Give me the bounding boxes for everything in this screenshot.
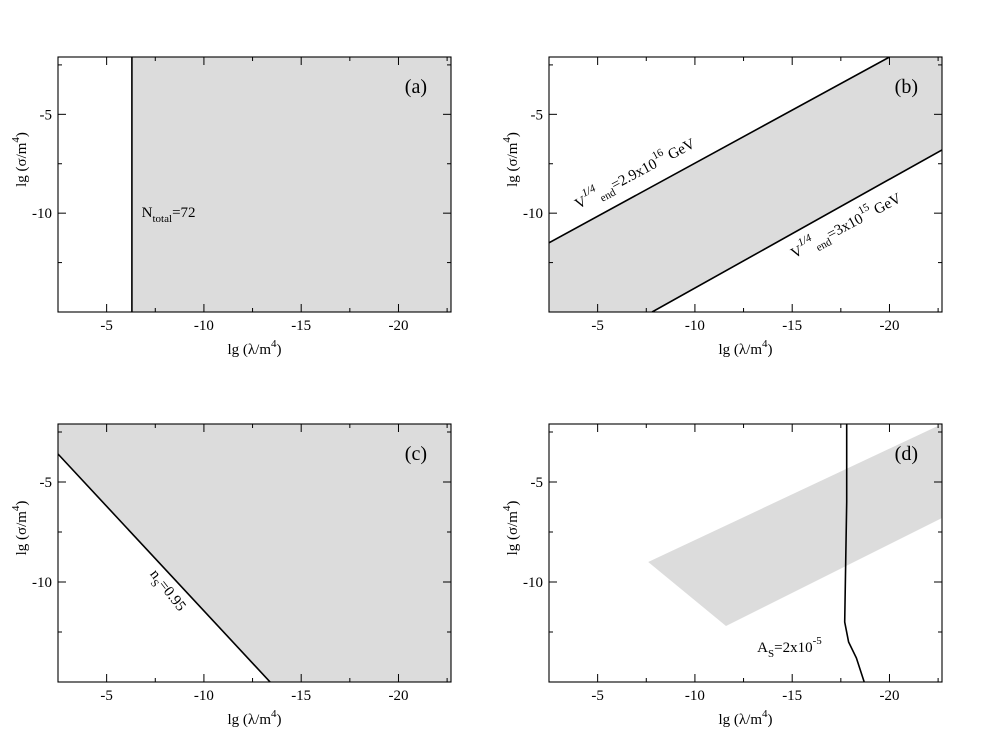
curve-annotation: Ntotal=72 <box>142 205 196 225</box>
shaded-region <box>549 57 942 312</box>
y-tick-label: -10 <box>523 575 543 591</box>
plot-frame <box>548 56 943 313</box>
plot-frame <box>57 56 452 313</box>
y-tick-label: -5 <box>531 475 544 491</box>
y-tick-label: -5 <box>531 107 544 123</box>
x-tick-label: -5 <box>591 688 604 704</box>
x-axis-label: lg (λ/m4) <box>718 338 772 358</box>
panel-label: (b) <box>895 76 918 98</box>
panel-label: (d) <box>895 443 918 465</box>
x-tick-label: -10 <box>685 688 705 704</box>
x-tick-label: -10 <box>194 688 214 704</box>
shaded-region <box>648 424 942 626</box>
y-axis-label: lg (σ/m4) <box>501 501 521 556</box>
x-tick-label: -15 <box>782 318 802 334</box>
panel-label: (a) <box>405 76 427 98</box>
constraint-curve <box>58 453 271 682</box>
x-tick-label: -5 <box>591 318 604 334</box>
plot-frame <box>548 423 943 683</box>
x-tick-label: -20 <box>879 318 899 334</box>
x-axis-label: lg (λ/m4) <box>227 708 281 728</box>
x-tick-label: -15 <box>291 688 311 704</box>
shaded-region <box>58 424 451 682</box>
y-tick-label: -10 <box>32 575 52 591</box>
x-tick-label: -10 <box>194 318 214 334</box>
y-tick-label: -10 <box>32 206 52 222</box>
x-tick-label: -15 <box>291 318 311 334</box>
shaded-region <box>131 57 451 312</box>
x-axis-label: lg (λ/m4) <box>718 708 772 728</box>
panel-4: -5 -10 -15 -20 -5 -10 lg (λ/m4) lg (σ/m4) (d) AS=… <box>501 423 943 728</box>
y-tick-label: -10 <box>523 206 543 222</box>
panel-1: -5 -10 -15 -20 -5 -10 lg (λ/m4) lg (σ/m4) (a) Nto… <box>10 56 452 358</box>
x-tick-label: -5 <box>100 688 113 704</box>
x-tick-label: -20 <box>388 318 408 334</box>
x-tick-label: -20 <box>879 688 899 704</box>
x-tick-label: -15 <box>782 688 802 704</box>
y-tick-label: -5 <box>40 475 53 491</box>
y-axis-label: lg (σ/m4) <box>501 132 521 187</box>
constraint-curve <box>843 424 865 682</box>
x-tick-label: -5 <box>100 318 113 334</box>
plot-frame <box>57 423 452 683</box>
y-axis-label: lg (σ/m4) <box>10 132 30 187</box>
x-tick-label: -20 <box>388 688 408 704</box>
y-tick-label: -5 <box>40 107 53 123</box>
x-axis-label: lg (λ/m4) <box>227 338 281 358</box>
curve-annotation: AS=2x10-5 <box>757 635 822 660</box>
constraint-curve <box>651 149 942 312</box>
constraint-curve <box>549 57 890 244</box>
x-tick-label: -10 <box>685 318 705 334</box>
panel-label: (c) <box>405 443 427 465</box>
y-axis-label: lg (σ/m4) <box>10 501 30 556</box>
